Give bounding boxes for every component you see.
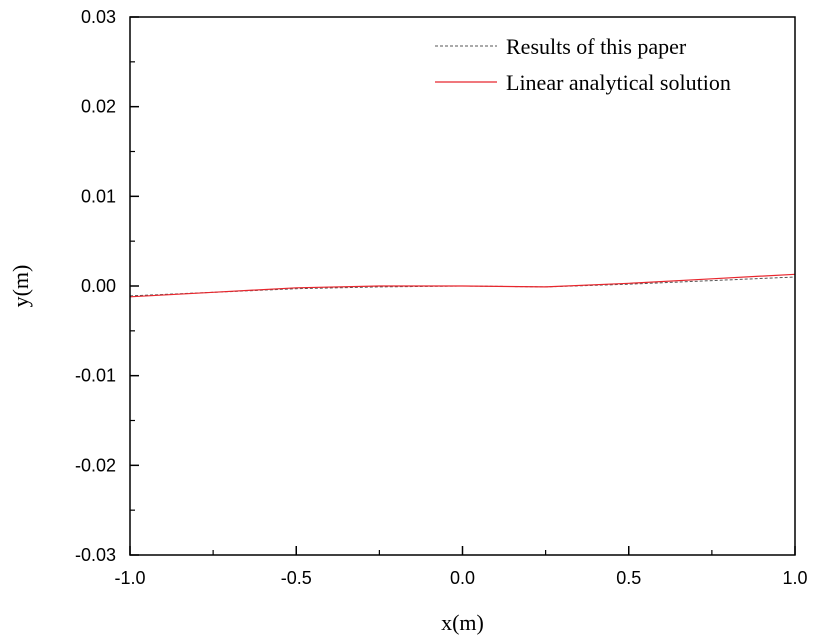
x-tick-label: 0.0 [450, 568, 475, 588]
legend-label-2: Linear analytical solution [506, 70, 731, 95]
plot-frame [129, 16, 796, 556]
y-tick-label: 0.03 [81, 7, 116, 27]
x-tick-label: -1.0 [114, 568, 145, 588]
x-axis-label: x(m) [441, 610, 484, 635]
y-tick-label: 0.01 [81, 186, 116, 206]
ticks [129, 16, 796, 556]
y-tick-label: 0.00 [81, 276, 116, 296]
y-tick-label: -0.03 [75, 545, 116, 565]
series-line-2 [129, 273, 796, 298]
y-tick-label: -0.02 [75, 455, 116, 475]
tick-labels: -1.0 -0.5 0.0 0.5 1.0 -0.03 -0.02 -0.01 0.00 0.01… [75, 7, 808, 588]
y-tick-label: -0.01 [75, 366, 116, 386]
x-tick-label: 1.0 [782, 568, 807, 588]
y-axis-label: y(m) [8, 265, 33, 308]
y-tick-label: 0.02 [81, 97, 116, 117]
legend: Results of this paper Linear analytical s… [435, 34, 731, 95]
series-lines [129, 273, 796, 298]
legend-label-1: Results of this paper [506, 34, 687, 59]
x-tick-label: 0.5 [616, 568, 641, 588]
x-tick-label: -0.5 [281, 568, 312, 588]
